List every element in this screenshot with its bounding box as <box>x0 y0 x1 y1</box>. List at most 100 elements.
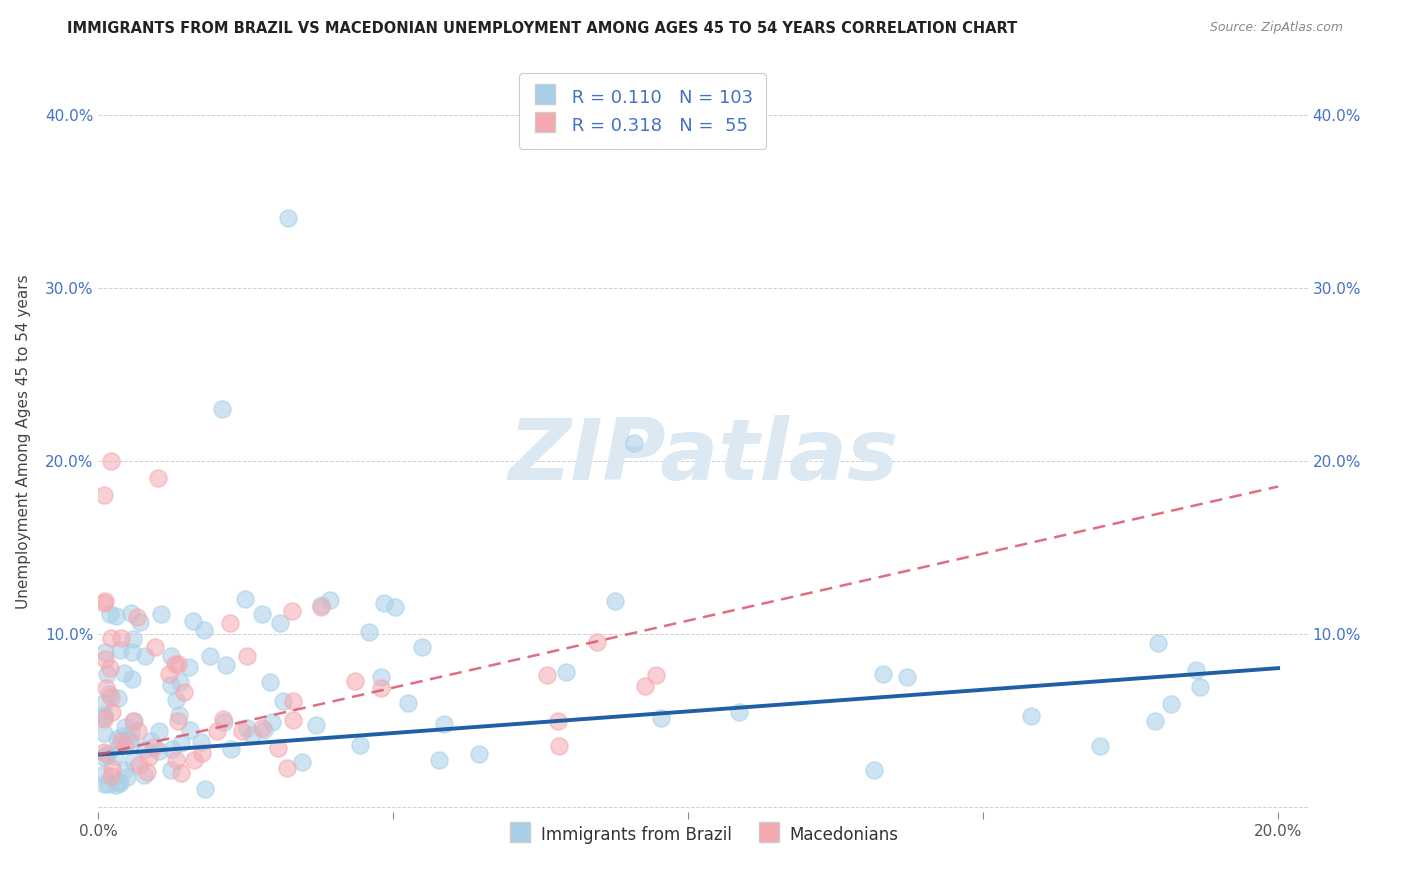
Point <box>291 755 314 769</box>
Point <box>110 632 132 646</box>
Point <box>1146 636 1168 650</box>
Point <box>396 696 419 710</box>
Point <box>93 745 115 759</box>
Point <box>1185 663 1208 677</box>
Point <box>173 684 195 698</box>
Point <box>250 721 273 735</box>
Point <box>166 657 188 671</box>
Point <box>93 696 115 710</box>
Point <box>100 705 122 719</box>
Point <box>162 742 184 756</box>
Point <box>105 732 128 747</box>
Point <box>125 610 148 624</box>
Point <box>93 777 115 791</box>
Point <box>148 724 170 739</box>
Point <box>190 735 212 749</box>
Point <box>114 764 136 778</box>
Point <box>427 753 450 767</box>
Point <box>129 615 152 629</box>
Point <box>143 740 166 755</box>
Point <box>114 738 136 752</box>
Point <box>111 729 134 743</box>
Point <box>198 648 221 663</box>
Point <box>134 768 156 782</box>
Point <box>120 606 142 620</box>
Point <box>318 593 340 607</box>
Text: Source: ZipAtlas.com: Source: ZipAtlas.com <box>1209 21 1343 35</box>
Point <box>1088 739 1111 753</box>
Point <box>260 714 283 729</box>
Point <box>146 471 169 485</box>
Point <box>94 651 117 665</box>
Point <box>93 707 115 722</box>
Point <box>218 616 240 631</box>
Point <box>108 775 131 789</box>
Point <box>555 665 578 679</box>
Point <box>110 775 132 789</box>
Point <box>159 648 181 663</box>
Text: IMMIGRANTS FROM BRAZIL VS MACEDONIAN UNEMPLOYMENT AMONG AGES 45 TO 54 YEARS CORR: IMMIGRANTS FROM BRAZIL VS MACEDONIAN UNE… <box>67 21 1018 37</box>
Point <box>548 739 571 754</box>
Point <box>896 669 918 683</box>
Point <box>93 488 115 502</box>
Point <box>134 741 156 756</box>
Point <box>586 634 609 648</box>
Point <box>121 672 143 686</box>
Point <box>104 748 127 763</box>
Point <box>128 757 150 772</box>
Point <box>231 723 253 738</box>
Point <box>250 607 273 621</box>
Point <box>98 607 121 621</box>
Point <box>728 705 751 719</box>
Point <box>100 453 122 467</box>
Point <box>93 767 115 781</box>
Legend: Immigrants from Brazil, Macedonians: Immigrants from Brazil, Macedonians <box>501 818 905 852</box>
Point <box>96 748 118 763</box>
Point <box>623 436 645 450</box>
Point <box>93 712 115 726</box>
Point <box>100 660 122 674</box>
Point <box>121 645 143 659</box>
Point <box>468 747 491 761</box>
Point <box>166 714 188 728</box>
Point <box>872 667 894 681</box>
Point <box>100 769 122 783</box>
Point <box>211 401 233 416</box>
Point <box>114 720 136 734</box>
Point <box>115 770 138 784</box>
Point <box>1160 698 1182 712</box>
Point <box>650 711 672 725</box>
Point <box>271 694 294 708</box>
Point <box>93 726 115 740</box>
Point <box>215 657 238 672</box>
Point <box>281 713 304 727</box>
Point <box>357 624 380 639</box>
Point <box>169 765 191 780</box>
Point <box>536 668 558 682</box>
Point <box>93 710 115 724</box>
Point <box>349 738 371 752</box>
Point <box>107 691 129 706</box>
Point <box>159 677 181 691</box>
Point <box>281 604 304 618</box>
Point <box>105 608 128 623</box>
Point <box>143 640 166 655</box>
Point <box>100 631 122 645</box>
Point <box>862 763 884 777</box>
Point <box>433 717 456 731</box>
Point <box>112 666 135 681</box>
Point <box>120 726 142 740</box>
Point <box>236 648 259 663</box>
Point <box>1144 714 1167 729</box>
Point <box>194 781 217 796</box>
Point <box>193 623 215 637</box>
Point <box>101 761 124 775</box>
Point <box>605 594 627 608</box>
Point <box>277 211 299 226</box>
Point <box>138 750 160 764</box>
Point <box>127 724 149 739</box>
Point <box>120 735 142 749</box>
Point <box>108 738 131 752</box>
Point <box>233 592 256 607</box>
Point <box>634 679 657 693</box>
